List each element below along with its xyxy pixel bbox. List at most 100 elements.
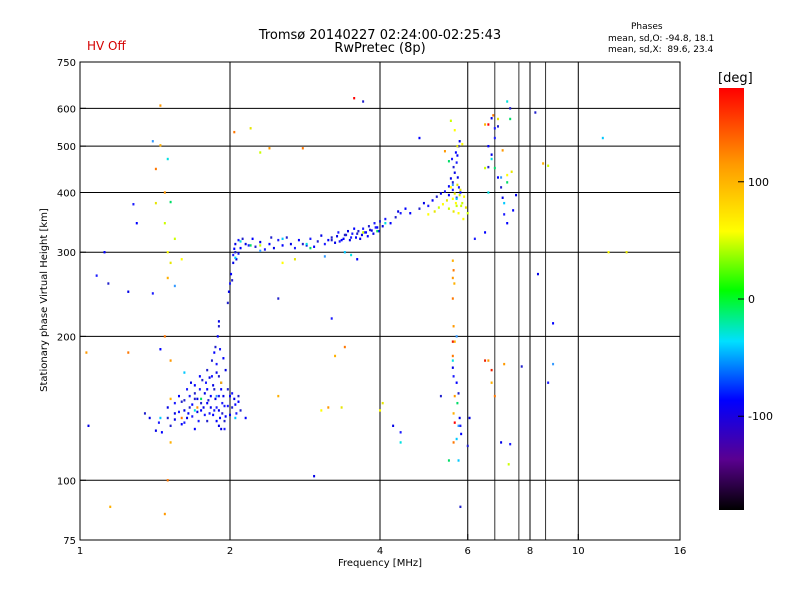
data-point: [456, 176, 459, 179]
data-point: [451, 259, 454, 262]
data-point: [180, 258, 183, 261]
data-point: [281, 244, 284, 247]
data-point: [493, 136, 496, 140]
data-point: [457, 424, 460, 428]
data-point: [354, 236, 357, 239]
data-point: [451, 354, 454, 358]
data-point: [418, 136, 421, 140]
data-point: [173, 284, 176, 288]
data-point: [196, 397, 199, 401]
data-point: [343, 345, 346, 349]
data-point: [281, 237, 284, 241]
data-point: [209, 394, 212, 398]
data-point: [463, 195, 466, 198]
y-tick-label: 400: [57, 188, 76, 199]
data-point: [427, 204, 430, 208]
data-point: [447, 459, 450, 462]
y-axis-ticks: 75 100 200 300 400 500 600 750: [57, 58, 86, 547]
data-point: [379, 409, 381, 412]
data-point: [509, 107, 512, 110]
data-point: [154, 167, 157, 171]
data-point: [493, 127, 496, 130]
data-point: [259, 240, 262, 244]
data-point: [350, 236, 353, 239]
data-point: [197, 419, 200, 423]
data-point: [456, 183, 459, 187]
data-point: [193, 397, 196, 401]
data-point: [503, 362, 506, 366]
data-point: [330, 236, 333, 239]
data-point: [239, 240, 242, 243]
data-point: [229, 394, 231, 398]
data-point: [487, 144, 490, 148]
data-point: [208, 376, 211, 379]
data-point: [381, 225, 384, 228]
data-point: [277, 394, 280, 398]
data-point: [226, 301, 229, 305]
data-point: [193, 427, 196, 431]
data-point: [224, 368, 227, 372]
data-point: [452, 269, 455, 272]
data-point: [208, 412, 211, 415]
data-point: [221, 401, 224, 405]
data-point: [289, 242, 292, 246]
data-point: [166, 416, 169, 420]
data-point: [449, 186, 452, 189]
data-point: [359, 237, 362, 241]
data-point: [506, 100, 509, 103]
data-point: [455, 197, 458, 201]
data-point: [323, 255, 326, 258]
data-point: [457, 186, 460, 189]
data-point: [143, 412, 146, 415]
data-point: [202, 406, 205, 409]
data-point: [330, 317, 333, 320]
data-point: [490, 157, 493, 161]
data-point: [233, 247, 236, 250]
data-point: [169, 441, 172, 444]
data-point: [376, 226, 379, 229]
y-tick-label: 300: [57, 248, 76, 259]
data-point: [466, 444, 469, 448]
data-point: [447, 185, 450, 188]
data-point: [451, 297, 454, 300]
y-tick-label: 200: [57, 332, 76, 343]
data-point: [206, 388, 209, 391]
data-point: [327, 406, 330, 409]
data-point: [259, 244, 262, 247]
data-point: [451, 183, 454, 187]
data-point: [234, 403, 237, 406]
data-point: [180, 416, 183, 420]
data-point: [492, 114, 495, 117]
data-point: [204, 381, 207, 384]
y-tick-label: 600: [57, 104, 76, 115]
data-point: [277, 297, 280, 300]
data-point: [338, 240, 341, 243]
x-tick-label: 2: [227, 546, 233, 557]
data-point: [215, 406, 218, 409]
data-point: [547, 164, 550, 167]
data-point: [230, 272, 233, 276]
data-point: [443, 190, 446, 193]
data-point: [226, 388, 229, 391]
data-point: [377, 229, 380, 233]
data-point: [163, 335, 166, 338]
data-point: [490, 117, 493, 120]
data-point: [464, 206, 467, 209]
data-point: [343, 233, 346, 237]
data-point: [220, 381, 223, 384]
data-point: [439, 394, 442, 398]
data-point: [249, 127, 252, 130]
data-point: [342, 237, 345, 241]
data-point: [455, 161, 458, 164]
data-point: [235, 412, 238, 415]
data-point: [193, 384, 196, 387]
data-point: [356, 232, 359, 235]
data-point: [313, 474, 316, 478]
x-tick-label: 4: [377, 546, 383, 557]
data-point: [135, 222, 138, 225]
data-point: [484, 359, 487, 362]
data-point: [196, 410, 199, 414]
data-point: [366, 235, 369, 238]
data-point: [173, 412, 176, 415]
data-point: [198, 388, 201, 391]
